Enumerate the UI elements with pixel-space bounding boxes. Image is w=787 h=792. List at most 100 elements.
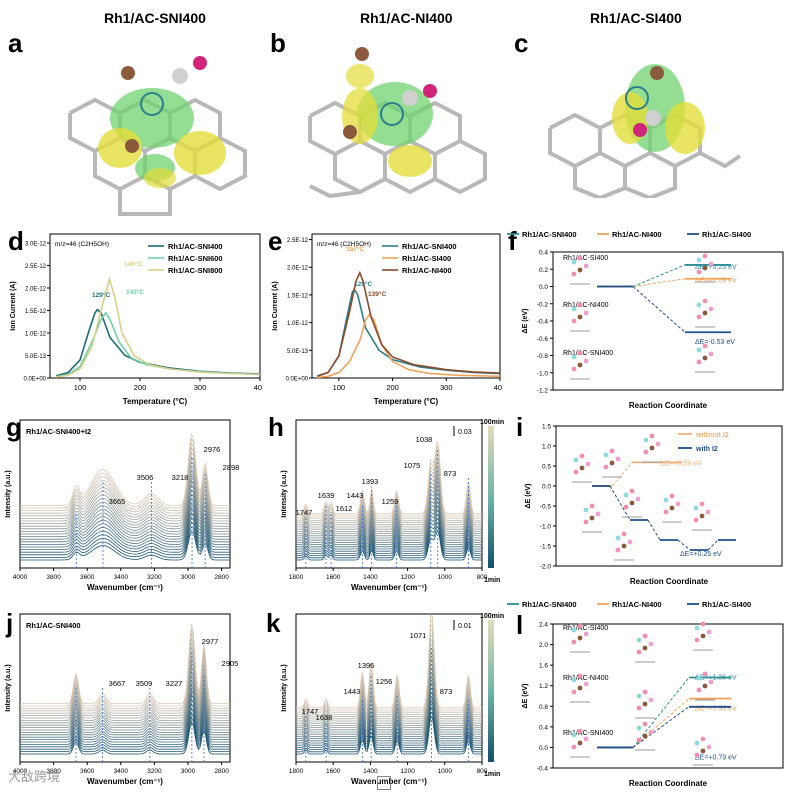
spectrum-line: [20, 711, 230, 750]
spectrum-line: [20, 474, 230, 530]
panel-label-d: d: [8, 226, 24, 256]
chart-inset-label: Rh1/AC-SNI400: [26, 621, 81, 630]
x-tick-label: 1200: [400, 574, 415, 581]
y-tick-label: 0.4: [539, 724, 548, 731]
spectrum-line: [296, 517, 482, 554]
y-tick-label: -0.8: [537, 353, 549, 360]
y-axis-label: Intensity (a.u.): [281, 470, 288, 517]
atom-icon: [643, 437, 649, 443]
atom-icon: [577, 362, 583, 368]
axes-frame: [311, 233, 501, 379]
delta-e-label: ΔE=-0.53 eV: [695, 339, 735, 346]
x-tick-label: 2800: [214, 768, 229, 775]
spectrum-line: [20, 526, 230, 558]
x-tick-label: 1400: [363, 574, 378, 581]
peak-label: 873: [440, 687, 453, 696]
spectrum-line: [296, 440, 482, 515]
atom-icon: [571, 677, 577, 683]
y-tick-label: 0.5: [542, 464, 551, 471]
chart-e: Temperature (°C) Ion Current (A) 100 200 300…: [272, 233, 502, 406]
atom-icon: [579, 465, 585, 471]
atom-icon: [643, 449, 649, 455]
spectrum-line: [296, 702, 482, 748]
legend-entry: Rh1/AC-SNI400: [402, 242, 457, 251]
state-label: Rh1/AC-NI400: [563, 675, 609, 682]
x-tick-label: 4000: [13, 768, 28, 775]
y-tick-label: -0.6: [537, 336, 549, 343]
atom-icon: [694, 752, 700, 758]
peak-label: 873: [444, 469, 457, 478]
panel-label-g: g: [6, 412, 22, 442]
spectrum-line: [20, 633, 230, 709]
atom-icon: [621, 531, 627, 537]
y-tick-label: 1.5E-12: [25, 309, 47, 315]
atom-icon: [603, 452, 609, 458]
spectrum-line: [20, 716, 230, 752]
connector: [677, 539, 691, 551]
atom-icon: [577, 302, 583, 308]
y-tick-label: 1.5: [542, 424, 551, 431]
spectrum-line: [296, 619, 482, 711]
x-tick-label: 1000: [438, 768, 453, 775]
peak-label: 143°C: [126, 288, 144, 296]
spectrum-line: [296, 491, 482, 541]
atom-icon: [621, 543, 627, 549]
panel-label-c: c: [514, 28, 529, 58]
atom-icon: [648, 729, 654, 735]
spectrum-line: [20, 688, 230, 738]
atom-icon: [642, 733, 648, 739]
spectrum-line: [296, 673, 482, 735]
spectrum-line: [296, 668, 482, 733]
x-axis-label: Reaction Coordinate: [629, 401, 708, 410]
x-tick-label: 3400: [114, 768, 129, 775]
spectrum-line: [20, 470, 230, 527]
x-tick-label: 3800: [46, 574, 61, 581]
atom-icon: [615, 456, 621, 462]
spectrum-line: [296, 521, 482, 556]
y-axis-label: ΔE (eV): [522, 684, 529, 709]
x-tick-label: 1200: [400, 768, 415, 775]
spectrum-line: [20, 721, 230, 755]
y-tick-label: 0.2: [539, 267, 548, 274]
x-tick-label: 3000: [181, 574, 196, 581]
x-axis-label: Wavenumber (cm⁻¹): [351, 777, 427, 786]
spectrum-line: [20, 624, 230, 704]
x-tick-label: 400: [494, 383, 502, 392]
x-tick-label: 200: [386, 383, 399, 392]
atom-icon: [571, 732, 577, 738]
atom-icon: [702, 683, 708, 689]
x-tick-label: 3000: [181, 768, 196, 775]
x-tick-label: 400: [254, 383, 262, 392]
legend-entry: Rh1/AC-NI400: [612, 600, 662, 609]
y-tick-label: 5.0E-13: [287, 349, 309, 355]
panel-label-h: h: [268, 412, 284, 442]
y-tick-label: 2.0: [539, 642, 548, 649]
x-axis-label: Temperature (°C): [374, 397, 439, 406]
atom-icon: [705, 509, 711, 515]
peak-label: 3509: [136, 679, 153, 688]
connector: [647, 519, 661, 541]
atom-icon: [577, 255, 583, 261]
spectrum-line: [296, 530, 482, 561]
chart-d: Temperature (°C) Ion Current (A) 100 200 300…: [10, 233, 262, 406]
delta-e-label: ΔE=+0.25 eV: [695, 264, 737, 271]
peak-label: 1612: [336, 504, 353, 513]
y-tick-label: 5.0E-13: [25, 354, 47, 360]
peak-label: 2905: [222, 659, 239, 668]
y-axis-label: Intensity (a.u.): [5, 470, 12, 517]
y-tick-label: 2.5E-12: [25, 264, 47, 270]
atom-icon: [589, 515, 595, 521]
y-tick-label: -1.0: [537, 370, 549, 377]
peak-label: 157°C: [346, 245, 364, 253]
y-tick-label: 0.0: [542, 484, 551, 491]
spectrum-line: [296, 692, 482, 744]
atom-icon: [642, 701, 648, 707]
chart-i: Reaction Coordinate ΔE (eV) -2.0 -1.5 -1.0 -0…: [525, 424, 783, 586]
y-tick-label: 0.4: [539, 250, 548, 257]
spectrum-line: [20, 502, 230, 545]
spectrum-line: [20, 692, 230, 740]
atom-icon: [577, 685, 583, 691]
spectrum-line: [296, 504, 482, 548]
panel-label-b: b: [270, 28, 286, 58]
atom-icon: [577, 740, 583, 746]
